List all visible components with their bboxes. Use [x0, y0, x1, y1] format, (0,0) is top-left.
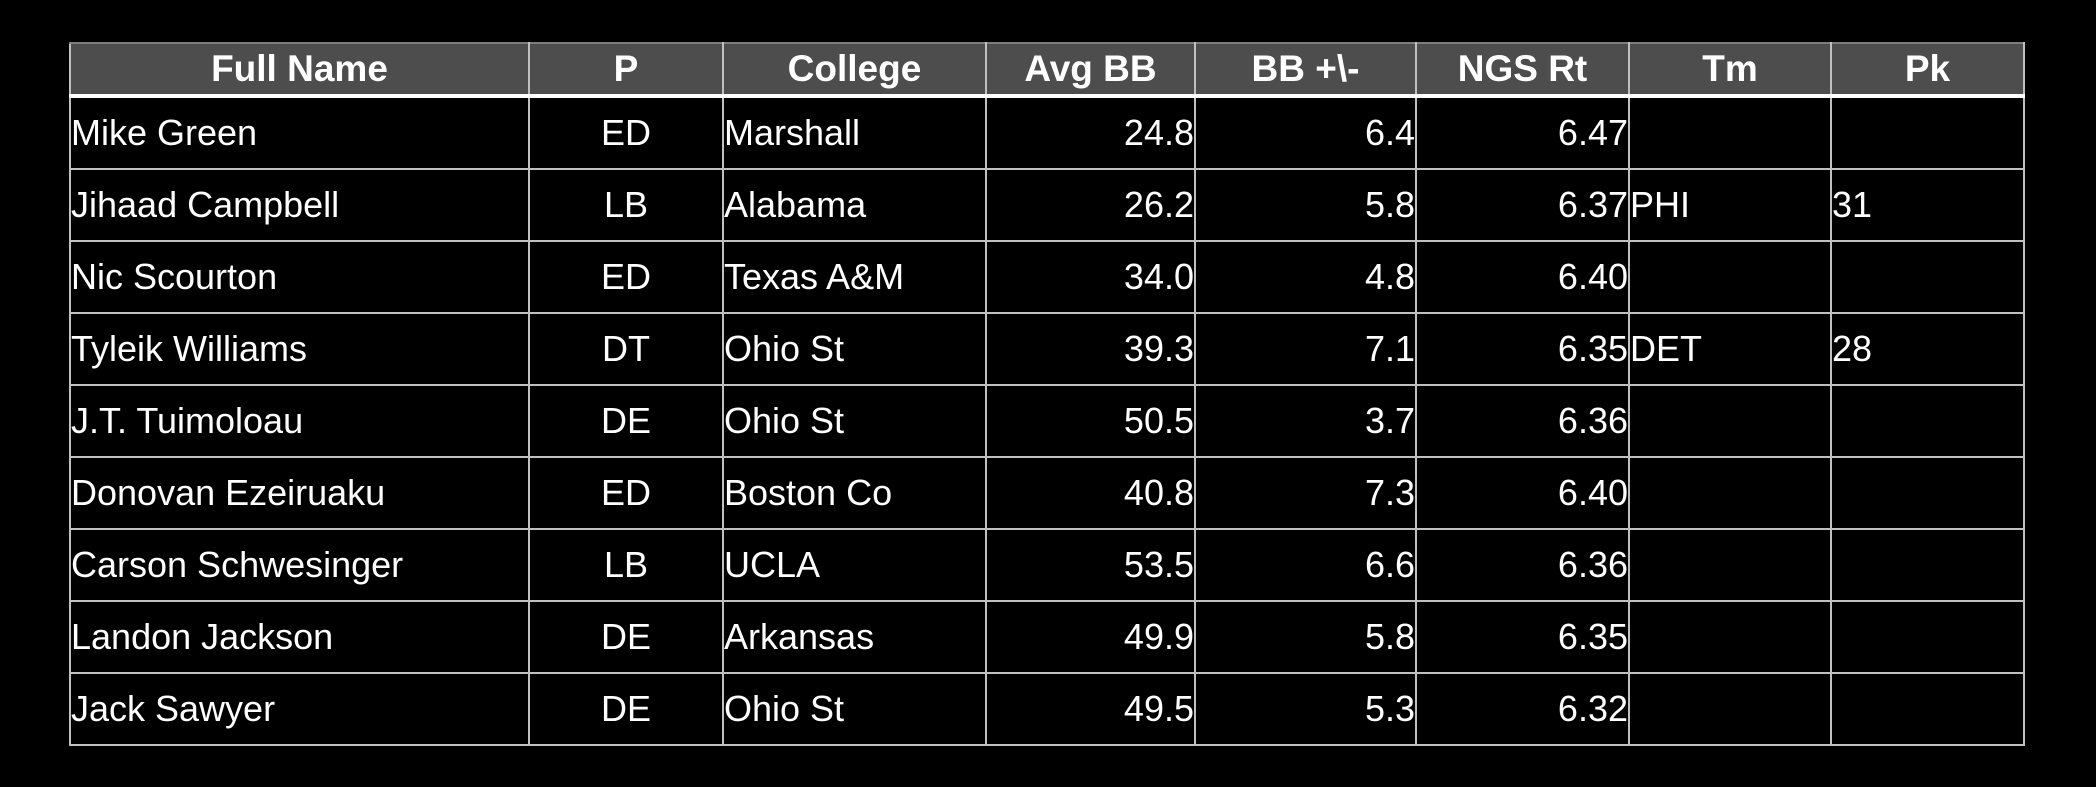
cell-bb-plus-minus: 5.8 — [1194, 168, 1417, 242]
cell-full-name: Carson Schwesinger — [69, 528, 530, 602]
cell-position: DT — [528, 312, 724, 386]
cell-tm — [1628, 528, 1832, 602]
cell-full-name: Mike Green — [69, 95, 530, 170]
cell-ngs-rt: 6.40 — [1415, 240, 1630, 314]
cell-full-name: Landon Jackson — [69, 600, 530, 674]
cell-bb-plus-minus: 6.6 — [1194, 528, 1417, 602]
cell-ngs-rt: 6.36 — [1415, 384, 1630, 458]
cell-bb-plus-minus: 5.8 — [1194, 600, 1417, 674]
cell-position: ED — [528, 456, 724, 530]
table-row: Landon Jackson DE Arkansas 49.9 5.8 6.35 — [69, 600, 2025, 674]
cell-avg-bb: 50.5 — [985, 384, 1196, 458]
cell-college: Boston Co — [722, 456, 987, 530]
cell-college: Alabama — [722, 168, 987, 242]
table-row: Carson Schwesinger LB UCLA 53.5 6.6 6.36 — [69, 528, 2025, 602]
cell-pk — [1830, 384, 2025, 458]
cell-pk — [1830, 456, 2025, 530]
column-header-ngs-rt: NGS Rt — [1415, 42, 1630, 98]
cell-avg-bb: 40.8 — [985, 456, 1196, 530]
cell-avg-bb: 34.0 — [985, 240, 1196, 314]
column-header-avg-bb: Avg BB — [985, 42, 1196, 98]
cell-avg-bb: 24.8 — [985, 95, 1196, 170]
table-row: J.T. Tuimoloau DE Ohio St 50.5 3.7 6.36 — [69, 384, 2025, 458]
cell-college: Arkansas — [722, 600, 987, 674]
cell-pk — [1830, 528, 2025, 602]
cell-bb-plus-minus: 5.3 — [1194, 672, 1417, 746]
cell-ngs-rt: 6.36 — [1415, 528, 1630, 602]
cell-bb-plus-minus: 6.4 — [1194, 95, 1417, 170]
cell-tm: PHI — [1628, 168, 1832, 242]
cell-pk — [1830, 600, 2025, 674]
cell-position: ED — [528, 95, 724, 170]
cell-college: Ohio St — [722, 384, 987, 458]
column-header-pk: Pk — [1830, 42, 2025, 98]
cell-position: LB — [528, 168, 724, 242]
cell-position: DE — [528, 384, 724, 458]
cell-tm — [1628, 456, 1832, 530]
table-row: Donovan Ezeiruaku ED Boston Co 40.8 7.3 … — [69, 456, 2025, 530]
header-row: Full Name P College Avg BB BB +\- NGS Rt… — [69, 42, 2025, 98]
cell-full-name: Jack Sawyer — [69, 672, 530, 746]
cell-ngs-rt: 6.40 — [1415, 456, 1630, 530]
cell-avg-bb: 26.2 — [985, 168, 1196, 242]
prospect-stats-table: Full Name P College Avg BB BB +\- NGS Rt… — [69, 42, 2025, 746]
cell-pk: 28 — [1830, 312, 2025, 386]
cell-position: LB — [528, 528, 724, 602]
cell-tm — [1628, 672, 1832, 746]
cell-pk — [1830, 672, 2025, 746]
cell-pk — [1830, 95, 2025, 170]
cell-college: Texas A&M — [722, 240, 987, 314]
cell-avg-bb: 49.5 — [985, 672, 1196, 746]
cell-tm — [1628, 600, 1832, 674]
cell-position: DE — [528, 600, 724, 674]
cell-full-name: Jihaad Campbell — [69, 168, 530, 242]
cell-pk — [1830, 240, 2025, 314]
cell-bb-plus-minus: 4.8 — [1194, 240, 1417, 314]
cell-tm — [1628, 95, 1832, 170]
cell-full-name: J.T. Tuimoloau — [69, 384, 530, 458]
cell-tm — [1628, 384, 1832, 458]
table-row: Tyleik Williams DT Ohio St 39.3 7.1 6.35… — [69, 312, 2025, 386]
cell-bb-plus-minus: 7.1 — [1194, 312, 1417, 386]
cell-full-name: Nic Scourton — [69, 240, 530, 314]
column-header-college: College — [722, 42, 987, 98]
cell-ngs-rt: 6.37 — [1415, 168, 1630, 242]
cell-avg-bb: 53.5 — [985, 528, 1196, 602]
column-header-position: P — [528, 42, 724, 98]
cell-avg-bb: 39.3 — [985, 312, 1196, 386]
cell-college: Ohio St — [722, 312, 987, 386]
cell-position: DE — [528, 672, 724, 746]
cell-ngs-rt: 6.32 — [1415, 672, 1630, 746]
column-header-tm: Tm — [1628, 42, 1832, 98]
table-row: Nic Scourton ED Texas A&M 34.0 4.8 6.40 — [69, 240, 2025, 314]
cell-tm — [1628, 240, 1832, 314]
cell-ngs-rt: 6.35 — [1415, 312, 1630, 386]
cell-full-name: Tyleik Williams — [69, 312, 530, 386]
cell-college: UCLA — [722, 528, 987, 602]
cell-full-name: Donovan Ezeiruaku — [69, 456, 530, 530]
column-header-bb-plus-minus: BB +\- — [1194, 42, 1417, 98]
cell-ngs-rt: 6.47 — [1415, 95, 1630, 170]
cell-bb-plus-minus: 3.7 — [1194, 384, 1417, 458]
cell-pk: 31 — [1830, 168, 2025, 242]
cell-avg-bb: 49.9 — [985, 600, 1196, 674]
table-row: Mike Green ED Marshall 24.8 6.4 6.47 — [69, 95, 2025, 170]
cell-position: ED — [528, 240, 724, 314]
cell-ngs-rt: 6.35 — [1415, 600, 1630, 674]
cell-college: Marshall — [722, 95, 987, 170]
cell-college: Ohio St — [722, 672, 987, 746]
table-row: Jack Sawyer DE Ohio St 49.5 5.3 6.32 — [69, 672, 2025, 746]
cell-bb-plus-minus: 7.3 — [1194, 456, 1417, 530]
table-row: Jihaad Campbell LB Alabama 26.2 5.8 6.37… — [69, 168, 2025, 242]
column-header-full-name: Full Name — [69, 42, 530, 98]
cell-tm: DET — [1628, 312, 1832, 386]
